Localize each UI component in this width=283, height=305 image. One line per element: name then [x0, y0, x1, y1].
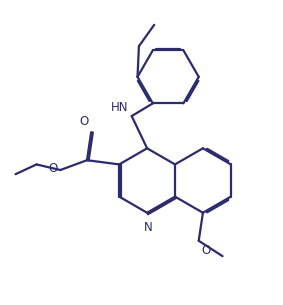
Text: O: O: [80, 115, 89, 128]
Text: N: N: [144, 221, 153, 234]
Text: O: O: [201, 244, 211, 257]
Text: O: O: [49, 162, 58, 175]
Text: HN: HN: [111, 101, 128, 114]
